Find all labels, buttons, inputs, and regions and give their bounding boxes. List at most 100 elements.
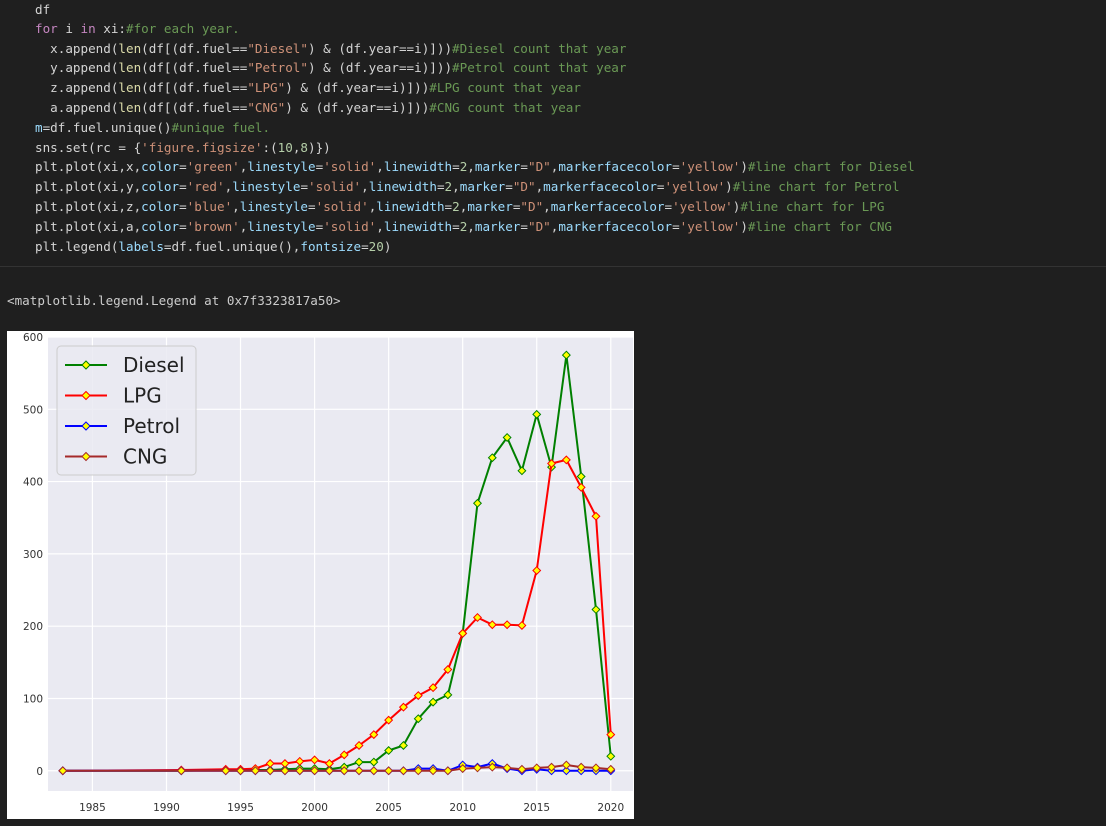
data-point bbox=[472, 763, 483, 773]
y-tick-label: 400 bbox=[23, 477, 43, 489]
data-point bbox=[591, 763, 601, 773]
data-point bbox=[532, 409, 542, 419]
legend-marker bbox=[81, 360, 91, 370]
code-line: y.append(len(df[(df.fuel=="Petrol") & (d… bbox=[35, 60, 627, 75]
code-line: x.append(len(df[(df.fuel=="Diesel") & (d… bbox=[35, 41, 627, 56]
data-point bbox=[295, 756, 305, 766]
code-line: df bbox=[35, 2, 51, 17]
data-point bbox=[339, 750, 349, 760]
x-tick-label: 2000 bbox=[301, 802, 328, 814]
data-point bbox=[561, 455, 571, 465]
data-point bbox=[384, 766, 394, 776]
legend-label: Diesel bbox=[123, 353, 185, 377]
data-point bbox=[517, 620, 527, 630]
data-point bbox=[250, 766, 260, 776]
data-point bbox=[487, 453, 497, 463]
x-tick-label: 2005 bbox=[375, 802, 402, 814]
code-line: plt.plot(xi,z,color='blue',linestyle='so… bbox=[35, 199, 885, 214]
data-point bbox=[517, 764, 527, 774]
data-point bbox=[369, 757, 379, 767]
code-line: z.append(len(df[(df.fuel=="LPG") & (df.y… bbox=[35, 80, 581, 95]
data-point bbox=[384, 746, 394, 756]
x-tick-label: 1995 bbox=[227, 802, 254, 814]
code-line: m=df.fuel.unique()#unique fuel. bbox=[35, 120, 271, 135]
plot-output-image: 0 100 200 300 400 500 600 1985 1990 1995 2000 2005 2… bbox=[7, 331, 634, 819]
data-point bbox=[443, 690, 453, 700]
y-tick-label: 200 bbox=[23, 621, 43, 633]
chart-legend: Diesel LPG Petrol CNG bbox=[56, 345, 197, 476]
data-point bbox=[487, 620, 497, 630]
data-point bbox=[532, 565, 542, 576]
data-point bbox=[561, 350, 571, 360]
code-line: plt.plot(xi,y,color='red',linestyle='sol… bbox=[35, 179, 900, 194]
data-point bbox=[369, 766, 379, 776]
y-tick-label: 500 bbox=[23, 404, 43, 416]
data-point bbox=[324, 766, 334, 776]
data-point bbox=[295, 766, 305, 776]
data-point bbox=[310, 755, 320, 765]
data-point bbox=[502, 432, 512, 442]
data-point bbox=[591, 605, 601, 615]
data-point bbox=[487, 762, 497, 772]
code-line: a.append(len(df[(df.fuel=="CNG") & (df.y… bbox=[35, 100, 581, 115]
x-tick-label: 1985 bbox=[79, 802, 106, 814]
data-point bbox=[472, 612, 483, 623]
data-point bbox=[606, 764, 616, 774]
data-point bbox=[58, 766, 68, 776]
code-line: plt.legend(labels=df.fuel.unique(),fonts… bbox=[35, 239, 392, 254]
data-point bbox=[413, 714, 423, 724]
legend-label: CNG bbox=[123, 445, 167, 469]
data-point bbox=[606, 751, 616, 761]
data-point bbox=[576, 472, 586, 482]
data-point bbox=[576, 762, 586, 772]
data-point bbox=[176, 766, 186, 776]
y-tick-label: 100 bbox=[23, 693, 43, 705]
data-point bbox=[236, 766, 246, 776]
series-cng bbox=[58, 760, 616, 776]
legend-marker bbox=[81, 451, 91, 462]
data-point bbox=[517, 466, 527, 476]
data-point bbox=[606, 730, 616, 740]
data-point bbox=[310, 766, 320, 776]
data-point bbox=[561, 766, 571, 776]
data-point bbox=[443, 665, 453, 675]
x-tick-label: 1990 bbox=[153, 802, 180, 814]
code-line: plt.plot(xi,a,color='brown',linestyle='s… bbox=[35, 219, 892, 234]
data-point bbox=[472, 498, 483, 508]
data-point bbox=[428, 683, 438, 693]
data-point bbox=[547, 762, 557, 772]
legend-marker bbox=[81, 421, 91, 431]
data-point bbox=[458, 628, 468, 638]
data-point bbox=[339, 766, 349, 776]
y-tick-label: 600 bbox=[23, 332, 43, 344]
line-chart: 0 100 200 300 400 500 600 1985 1990 1995 2000 2005 2… bbox=[23, 332, 633, 814]
data-point bbox=[547, 459, 557, 469]
y-tick-label: 300 bbox=[23, 549, 43, 561]
legend-label: LPG bbox=[123, 384, 162, 408]
legend-label: Petrol bbox=[123, 414, 180, 438]
data-point bbox=[413, 766, 423, 776]
data-point bbox=[398, 702, 408, 712]
data-point bbox=[532, 763, 542, 773]
data-point bbox=[502, 620, 512, 630]
code-cell[interactable]: df for i in xi:#for each year. x.append(l… bbox=[0, 0, 1106, 266]
data-point bbox=[502, 763, 512, 773]
data-point bbox=[576, 482, 586, 492]
data-point bbox=[280, 766, 290, 776]
y-tick-label: 0 bbox=[36, 766, 43, 778]
data-point bbox=[398, 740, 408, 750]
data-point bbox=[561, 760, 571, 770]
code-line: sns.set(rc = {'figure.figsize':(10,8)}) bbox=[35, 140, 331, 155]
legend-box bbox=[56, 345, 197, 476]
data-point bbox=[443, 766, 453, 776]
series-lpg bbox=[58, 455, 616, 776]
data-point bbox=[369, 730, 379, 740]
data-point bbox=[413, 691, 423, 701]
x-tick-label: 2010 bbox=[449, 802, 476, 814]
data-point bbox=[354, 740, 364, 750]
data-point bbox=[458, 764, 468, 774]
data-point bbox=[354, 766, 364, 776]
data-point bbox=[265, 766, 275, 776]
data-point bbox=[591, 511, 601, 521]
x-tick-label: 2020 bbox=[597, 802, 624, 814]
